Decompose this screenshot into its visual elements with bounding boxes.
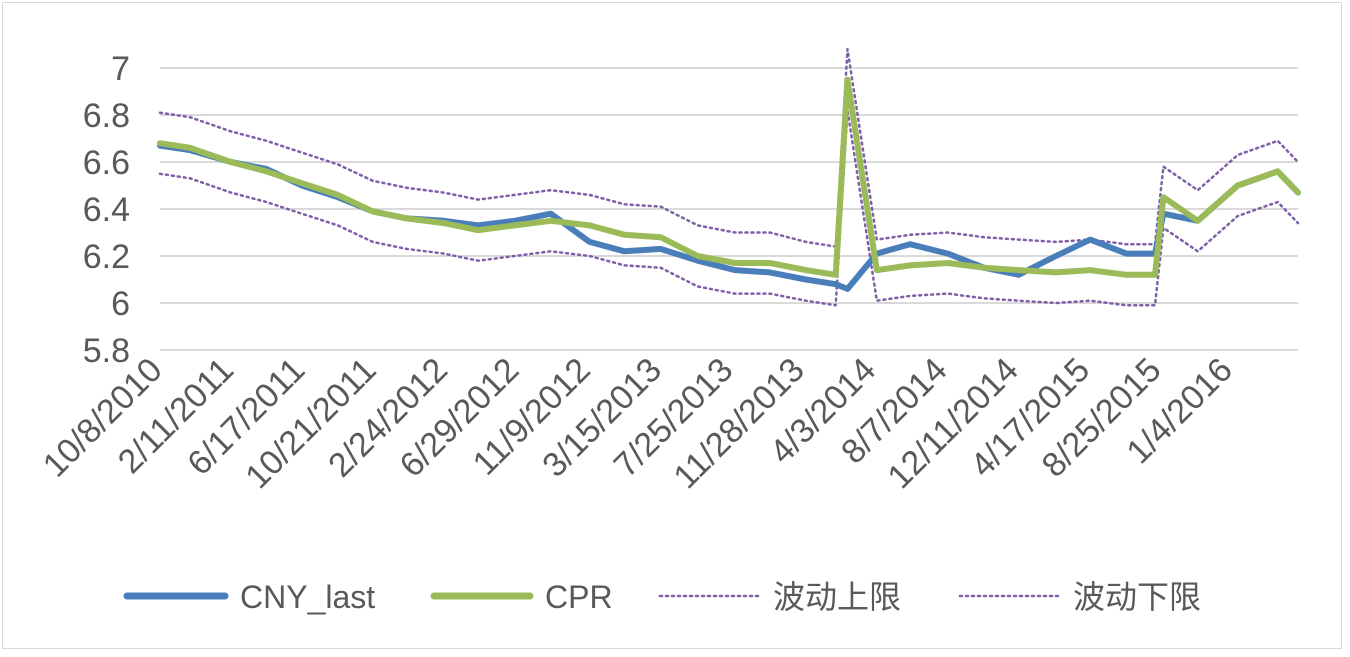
legend-label: CNY_last: [240, 579, 375, 615]
y-tick-label: 6.8: [83, 97, 130, 135]
legend-label: 波动下限: [1073, 579, 1201, 615]
y-tick-label: 5.8: [83, 332, 130, 370]
series-line-lower-band: [158, 109, 1300, 307]
gridlines: [160, 67, 1298, 351]
y-tick-label: 6.6: [83, 144, 130, 182]
legend: CNY_last CPR 波动上限 波动下限: [123, 579, 1201, 615]
y-tick-label: 6: [111, 285, 130, 323]
series-line-upper-band: [158, 47, 1300, 248]
y-axis-tick-labels: 5.8 6 6.2 6.4 6.6 6.8 7: [83, 50, 130, 370]
series-layer: [157, 47, 1301, 307]
legend-label: CPR: [545, 579, 613, 615]
series-line-cny-last: [157, 142, 1301, 292]
legend-label: 波动上限: [773, 579, 901, 615]
y-tick-label: 6.4: [83, 191, 130, 229]
chart-frame: [2, 2, 1342, 649]
x-axis-tick-labels: 10/8/20102/11/20116/17/201110/21/20112/2…: [36, 351, 1240, 496]
y-tick-label: 6.2: [83, 238, 130, 276]
y-tick-label: 7: [111, 50, 130, 88]
series-line-cpr: [157, 76, 1301, 278]
